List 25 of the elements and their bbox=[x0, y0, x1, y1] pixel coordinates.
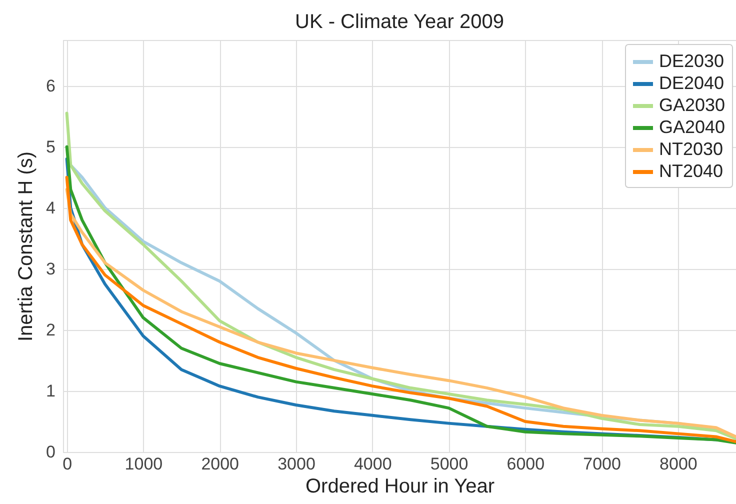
y-tick-label: 1 bbox=[46, 381, 56, 400]
y-tick-label: 4 bbox=[46, 198, 56, 218]
legend-label: NT2030 bbox=[659, 139, 724, 159]
x-tick-label: 7000 bbox=[583, 454, 621, 474]
legend-label: DE2030 bbox=[659, 51, 724, 71]
x-tick-label: 4000 bbox=[354, 454, 392, 474]
x-tick-label: 1000 bbox=[124, 454, 163, 474]
y-tick-label: 6 bbox=[46, 76, 56, 96]
legend-label: GA2030 bbox=[659, 95, 726, 115]
x-tick-label: 2000 bbox=[201, 454, 240, 474]
y-axis-title: Inertia Constant H (s) bbox=[15, 151, 38, 342]
y-tick-label: 0 bbox=[46, 442, 56, 462]
x-tick-label: 0 bbox=[62, 454, 72, 474]
x-tick-label: 6000 bbox=[506, 454, 545, 474]
x-axis-title: Ordered Hour in Year bbox=[305, 476, 495, 498]
x-tick-label: 3000 bbox=[278, 454, 316, 474]
y-tick-label: 3 bbox=[46, 259, 56, 278]
x-tick-label: 8000 bbox=[660, 454, 698, 474]
legend-label: DE2040 bbox=[659, 73, 724, 93]
y-tick-label: 2 bbox=[46, 320, 56, 340]
legend-label: GA2040 bbox=[659, 117, 726, 137]
y-tick-label: 5 bbox=[46, 137, 56, 156]
chart-title: UK - Climate Year 2009 bbox=[294, 11, 504, 33]
x-tick-label: 5000 bbox=[430, 454, 468, 474]
legend-label: NT2040 bbox=[659, 161, 724, 181]
